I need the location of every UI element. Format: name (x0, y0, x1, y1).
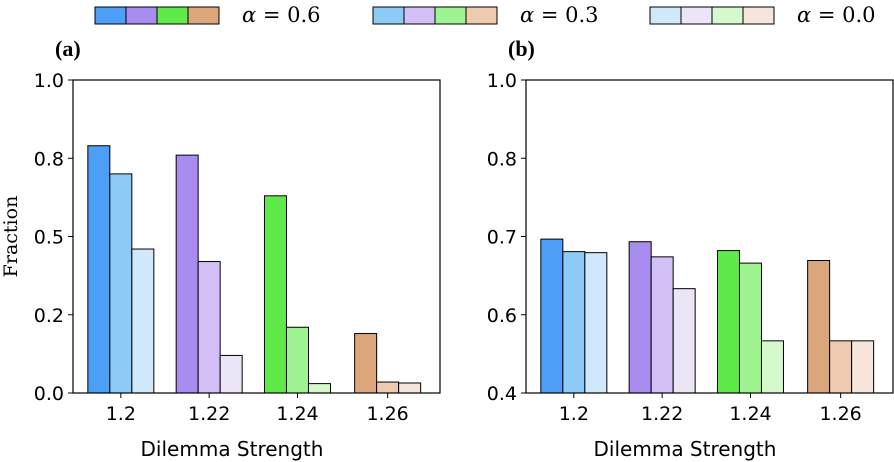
bar (716, 250, 740, 394)
plot-frame (72, 79, 441, 394)
legend-swatch (125, 6, 158, 25)
bar (197, 261, 221, 394)
bar (760, 340, 784, 394)
bar (807, 259, 831, 394)
bar (131, 248, 155, 394)
y-tick-label: 0.4 (487, 383, 517, 405)
bar (584, 252, 608, 394)
y-tick-label: 0.2 (34, 305, 64, 327)
bar (628, 241, 652, 394)
x-tick-label: 1.26 (366, 403, 408, 425)
bar (175, 154, 199, 394)
x-axis-label: Dilemma Strength (141, 437, 324, 461)
y-axis-label: Fraction (0, 196, 22, 278)
x-axis-label: Dilemma Strength (594, 437, 777, 461)
panel-a: 1.2 1.22 1.24 1.26 0.0 0.2 0.5 0.8 1.0 Dilemma St… (0, 36, 441, 461)
legend-swatch (156, 6, 189, 25)
legend-label: α = 0.0 (797, 3, 876, 27)
bar (263, 195, 287, 394)
legend-swatch (649, 6, 682, 25)
plot-frame (525, 79, 894, 394)
panel-label: (a) (55, 36, 81, 61)
legend-swatch (742, 6, 775, 25)
legend-swatch (711, 6, 744, 25)
legend: α = 0.6 α = 0.3 α = 0.0 (94, 3, 876, 27)
bar (851, 340, 875, 394)
y-tick-label: 0.8 (34, 148, 64, 170)
legend-entry-1: α = 0.3 (372, 3, 599, 27)
legend-swatch (372, 6, 405, 25)
x-tick-label: 1.26 (819, 403, 861, 425)
y-tick-label: 0.5 (34, 227, 64, 249)
y-tick-label: 1.0 (487, 70, 517, 92)
legend-alpha-symbol: α (520, 3, 534, 27)
panel-b: 1.2 1.22 1.24 1.26 0.4 0.6 0.7 0.8 1.0 Dilemma St… (487, 36, 894, 461)
legend-swatch (94, 6, 127, 25)
legend-swatch (465, 6, 498, 25)
bar (87, 145, 111, 394)
legend-swatch (680, 6, 713, 25)
legend-label: α = 0.3 (520, 3, 599, 27)
panel-label: (b) (508, 36, 535, 61)
bar (829, 340, 853, 394)
bar (562, 251, 586, 394)
legend-value: = 0.0 (811, 3, 875, 27)
legend-entry-0: α = 0.6 (94, 3, 321, 27)
legend-swatch (434, 6, 467, 25)
bar (219, 354, 243, 394)
bar (398, 382, 422, 394)
legend-value: = 0.3 (534, 3, 598, 27)
y-tick-label: 1.0 (34, 70, 64, 92)
x-tick-label: 1.22 (641, 403, 683, 425)
bar (285, 326, 309, 394)
bar (540, 238, 564, 394)
legend-swatch (403, 6, 436, 25)
legend-alpha-symbol: α (797, 3, 811, 27)
y-tick-label: 0.7 (487, 227, 517, 249)
bar (650, 256, 674, 394)
x-tick-label: 1.22 (188, 403, 230, 425)
y-tick-label: 0.0 (34, 383, 64, 405)
x-tick-label: 1.2 (106, 403, 136, 425)
bar (672, 288, 696, 394)
y-tick-label: 0.8 (487, 148, 517, 170)
legend-label: α = 0.6 (242, 3, 321, 27)
legend-swatch (187, 6, 220, 25)
legend-value: = 0.6 (256, 3, 320, 27)
x-tick-label: 1.24 (276, 403, 318, 425)
y-tick-label: 0.6 (487, 305, 517, 327)
legend-entry-2: α = 0.0 (649, 3, 876, 27)
bar (307, 383, 331, 394)
bar (109, 173, 133, 394)
bar (354, 333, 378, 394)
x-tick-label: 1.2 (559, 403, 589, 425)
bar (376, 381, 400, 394)
legend-alpha-symbol: α (242, 3, 256, 27)
bar (738, 262, 762, 394)
x-tick-label: 1.24 (729, 403, 771, 425)
